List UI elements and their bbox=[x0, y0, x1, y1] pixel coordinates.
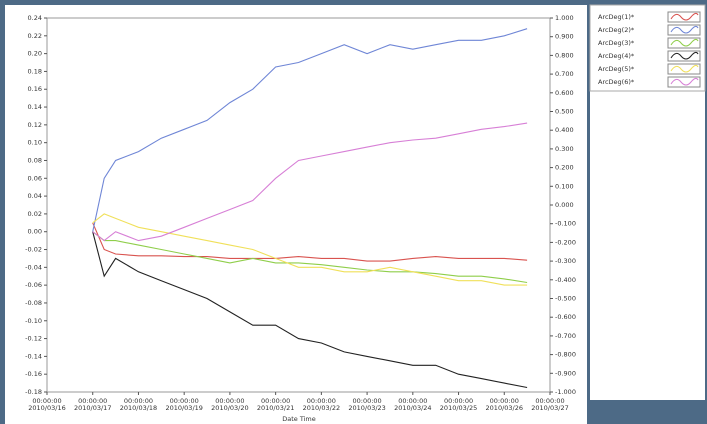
legend-label: ArcDeg(4)* bbox=[598, 52, 635, 60]
x-tick-label: 00:00:00 bbox=[444, 397, 473, 405]
y-tick-label: 0.24 bbox=[28, 14, 42, 22]
legend-line bbox=[670, 51, 699, 60]
series-line bbox=[92, 231, 528, 389]
y2-tick-label: -0.300 bbox=[555, 257, 576, 265]
y-tick-label: -0.02 bbox=[25, 246, 42, 254]
x-axis-title: Date Time bbox=[282, 415, 316, 423]
x-tick-label: 00:00:00 bbox=[32, 397, 61, 405]
x-tick-label: 00:00:00 bbox=[398, 397, 427, 405]
y2-tick-label: 0.600 bbox=[555, 89, 574, 97]
x-tick-label: 00:00:00 bbox=[124, 397, 153, 405]
x-tick-label: 00:00:00 bbox=[215, 397, 244, 405]
legend-swatch bbox=[667, 76, 701, 88]
x-tick-label: 2010/03/23 bbox=[348, 404, 385, 412]
x-tick-label: 2010/03/16 bbox=[28, 404, 65, 412]
legend-label: ArcDeg(2)* bbox=[598, 26, 635, 34]
legend-label: ArcDeg(3)* bbox=[598, 39, 635, 47]
legend-line bbox=[670, 12, 699, 21]
legend-label: ArcDeg(1)* bbox=[598, 13, 635, 21]
y2-tick-label: 0.200 bbox=[555, 164, 574, 172]
y-tick-label: 0.10 bbox=[28, 139, 42, 147]
series-line bbox=[92, 222, 528, 262]
y-tick-label: 0.02 bbox=[28, 210, 42, 218]
y2-tick-label: -0.600 bbox=[555, 313, 576, 321]
x-tick-label: 2010/03/25 bbox=[440, 404, 477, 412]
legend-swatch bbox=[667, 11, 701, 23]
y2-tick-label: 0.900 bbox=[555, 33, 574, 41]
y2-tick-label: -0.200 bbox=[555, 238, 576, 246]
x-tick-label: 00:00:00 bbox=[307, 397, 336, 405]
x-tick-label: 2010/03/26 bbox=[486, 404, 523, 412]
legend-label: ArcDeg(6)* bbox=[598, 78, 635, 86]
y-tick-label: 0.20 bbox=[28, 50, 42, 58]
y-tick-label: -0.06 bbox=[25, 281, 42, 289]
legend-line bbox=[670, 25, 699, 34]
y2-tick-label: -0.800 bbox=[555, 351, 576, 359]
legend-line bbox=[670, 38, 699, 47]
y-tick-label: 0.08 bbox=[28, 156, 42, 164]
x-tick-label: 00:00:00 bbox=[352, 397, 381, 405]
y2-tick-label: -0.400 bbox=[555, 276, 576, 284]
y-tick-label: 0.14 bbox=[28, 103, 42, 111]
y2-tick-label: -0.900 bbox=[555, 369, 576, 377]
plot-panel bbox=[5, 5, 587, 424]
y-tick-label: 0.16 bbox=[28, 85, 42, 93]
y2-tick-label: 0.500 bbox=[555, 108, 574, 116]
y-tick-label: -0.18 bbox=[25, 388, 42, 396]
y-tick-label: -0.16 bbox=[25, 370, 42, 378]
y2-tick-label: 0.300 bbox=[555, 145, 574, 153]
series-line bbox=[92, 213, 528, 286]
x-tick-label: 2010/03/22 bbox=[303, 404, 340, 412]
x-tick-label: 2010/03/17 bbox=[74, 404, 111, 412]
x-tick-label: 2010/03/20 bbox=[211, 404, 248, 412]
x-tick-label: 2010/03/24 bbox=[394, 404, 431, 412]
legend-label: ArcDeg(5)* bbox=[598, 65, 635, 73]
y-tick-label: 0.06 bbox=[28, 174, 42, 182]
series-line bbox=[92, 28, 528, 232]
y2-tick-label: 0.400 bbox=[555, 126, 574, 134]
y-tick-label: -0.08 bbox=[25, 299, 42, 307]
x-tick-label: 00:00:00 bbox=[261, 397, 290, 405]
x-tick-label: 00:00:00 bbox=[490, 397, 519, 405]
x-tick-label: 00:00:00 bbox=[78, 397, 107, 405]
x-tick-label: 2010/03/21 bbox=[257, 404, 294, 412]
y2-tick-label: 0.800 bbox=[555, 51, 574, 59]
legend-swatch bbox=[667, 50, 701, 62]
y-tick-label: -0.14 bbox=[25, 352, 42, 360]
y2-tick-label: -1.000 bbox=[555, 388, 576, 396]
x-tick-label: 00:00:00 bbox=[170, 397, 199, 405]
y2-tick-label: 0.000 bbox=[555, 201, 574, 209]
x-tick-label: 2010/03/19 bbox=[165, 404, 202, 412]
y2-tick-label: 0.100 bbox=[555, 182, 574, 190]
x-tick-label: 00:00:00 bbox=[535, 397, 564, 405]
y-tick-label: 0.04 bbox=[28, 192, 42, 200]
legend-swatch bbox=[667, 24, 701, 36]
y-tick-label: 0.22 bbox=[28, 32, 42, 40]
y-tick-label: -0.12 bbox=[25, 335, 42, 343]
y-tick-label: 0.00 bbox=[28, 228, 42, 236]
x-tick-label: 2010/03/27 bbox=[531, 404, 568, 412]
legend-line bbox=[670, 64, 699, 73]
legend-line bbox=[670, 77, 699, 86]
y2-tick-label: 0.700 bbox=[555, 70, 574, 78]
y-tick-label: -0.04 bbox=[25, 263, 42, 271]
y2-tick-label: -0.700 bbox=[555, 332, 576, 340]
y-tick-label: 0.12 bbox=[28, 121, 42, 129]
y2-tick-label: 1.000 bbox=[555, 14, 574, 22]
y-tick-label: -0.10 bbox=[25, 317, 42, 325]
legend-swatch bbox=[667, 63, 701, 75]
legend-swatch bbox=[667, 37, 701, 49]
legend-frame bbox=[589, 4, 706, 92]
y2-tick-label: -0.500 bbox=[555, 295, 576, 303]
y-tick-label: 0.18 bbox=[28, 67, 42, 75]
x-tick-label: 2010/03/18 bbox=[120, 404, 157, 412]
series-line bbox=[92, 231, 528, 284]
y2-tick-label: -0.100 bbox=[555, 220, 576, 228]
series-line bbox=[92, 122, 528, 242]
